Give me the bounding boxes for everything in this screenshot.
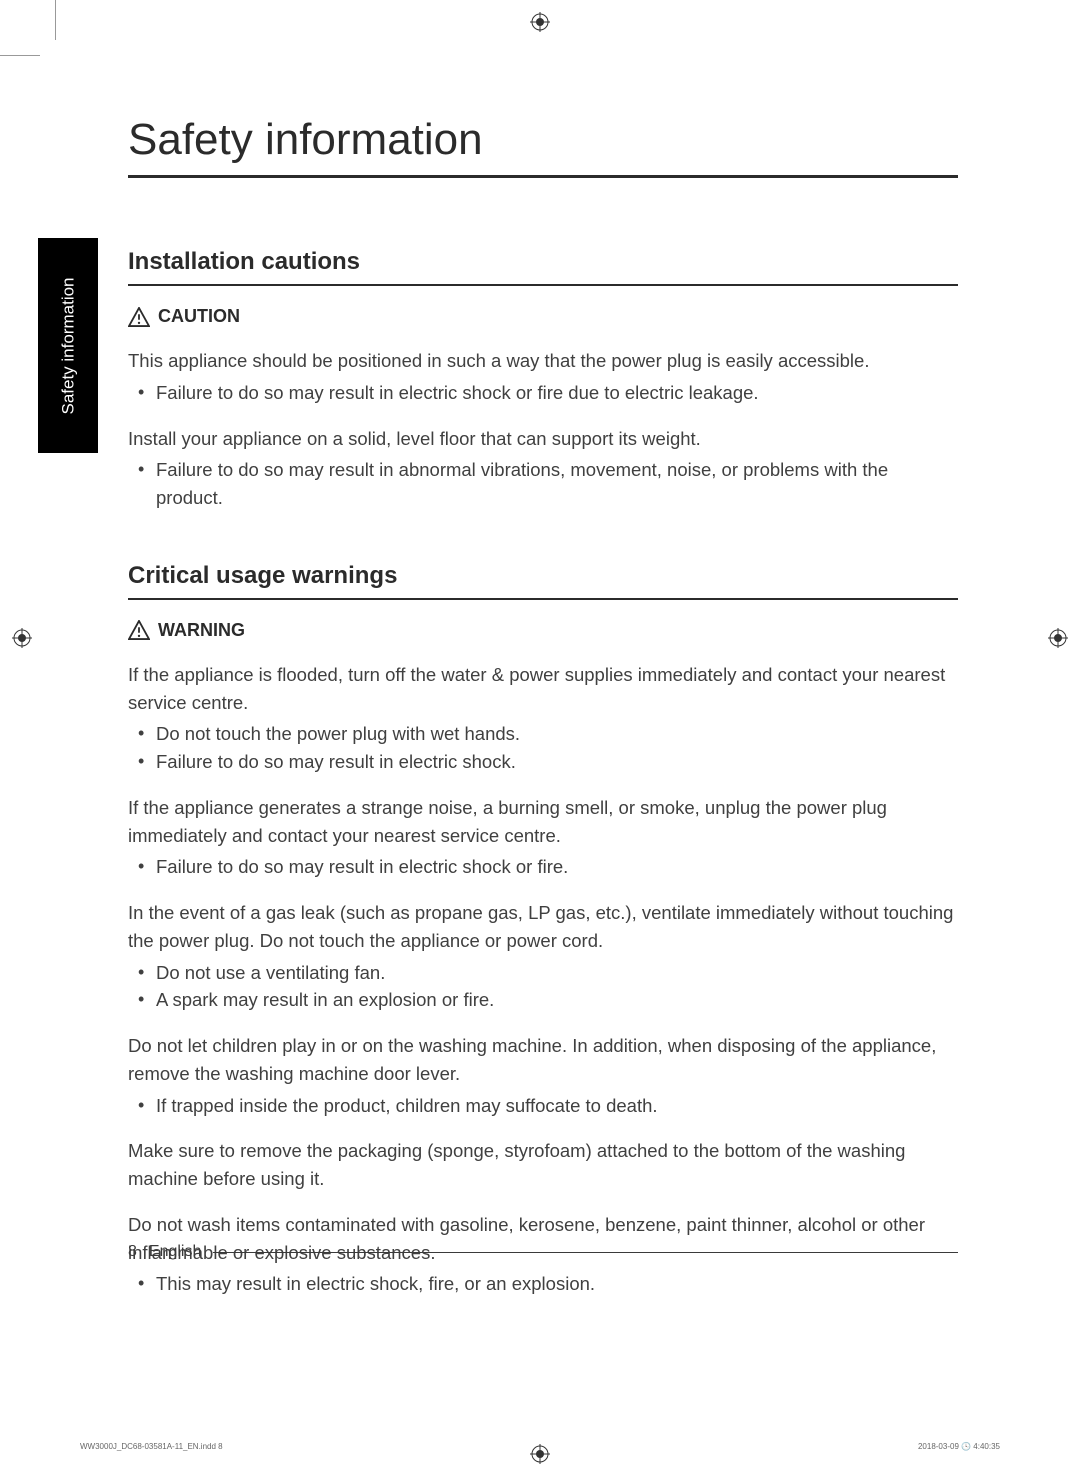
installation-heading: Installation cautions	[128, 248, 958, 286]
critical-bullet-2: Failure to do so may result in electric …	[128, 853, 958, 881]
warning-label: WARNING	[128, 620, 958, 641]
critical-bullet-1b: Failure to do so may result in electric …	[128, 748, 958, 776]
caution-text: CAUTION	[158, 306, 240, 327]
warning-icon	[128, 620, 150, 640]
page-footer: 8 English	[128, 1243, 958, 1261]
side-tab: Safety information	[38, 238, 98, 453]
installation-section: Installation cautions CAUTION This appli…	[128, 248, 958, 512]
critical-para-2: If the appliance generates a strange noi…	[128, 794, 958, 850]
registration-mark-left-icon	[12, 628, 32, 648]
installation-para-2: Install your appliance on a solid, level…	[128, 425, 958, 453]
footer-rule	[213, 1252, 958, 1253]
critical-para-4: Do not let children play in or on the wa…	[128, 1032, 958, 1088]
critical-bullet-1a: Do not touch the power plug with wet han…	[128, 720, 958, 748]
side-tab-label: Safety information	[58, 277, 78, 414]
critical-para-5: Make sure to remove the packaging (spong…	[128, 1137, 958, 1193]
page-content: Safety information Installation cautions…	[128, 115, 958, 1348]
critical-bullet-6: This may result in electric shock, fire,…	[128, 1270, 958, 1298]
page-language: English	[149, 1243, 201, 1261]
critical-para-3: In the event of a gas leak (such as prop…	[128, 899, 958, 955]
registration-mark-right-icon	[1048, 628, 1068, 648]
installation-para-1: This appliance should be positioned in s…	[128, 347, 958, 375]
installation-bullet-2: Failure to do so may result in abnormal …	[128, 456, 958, 512]
page-number: 8	[128, 1243, 137, 1261]
caution-icon	[128, 307, 150, 327]
warning-text: WARNING	[158, 620, 245, 641]
critical-bullet-3a: Do not use a ventilating fan.	[128, 959, 958, 987]
registration-mark-bottom-icon	[530, 1444, 550, 1464]
footnote-left: WW3000J_DC68-03581A-11_EN.indd 8	[80, 1442, 223, 1451]
installation-bullet-1: Failure to do so may result in electric …	[128, 379, 958, 407]
critical-section: Critical usage warnings WARNING If the a…	[128, 562, 958, 1298]
critical-bullet-3b: A spark may result in an explosion or fi…	[128, 986, 958, 1014]
page-title: Safety information	[128, 115, 958, 178]
registration-mark-top-icon	[530, 12, 550, 32]
critical-bullet-4: If trapped inside the product, children …	[128, 1092, 958, 1120]
critical-heading: Critical usage warnings	[128, 562, 958, 600]
footnote-right: 2018-03-09 🕓 4:40:35	[918, 1442, 1000, 1451]
caution-label: CAUTION	[128, 306, 958, 327]
critical-para-1: If the appliance is flooded, turn off th…	[128, 661, 958, 717]
